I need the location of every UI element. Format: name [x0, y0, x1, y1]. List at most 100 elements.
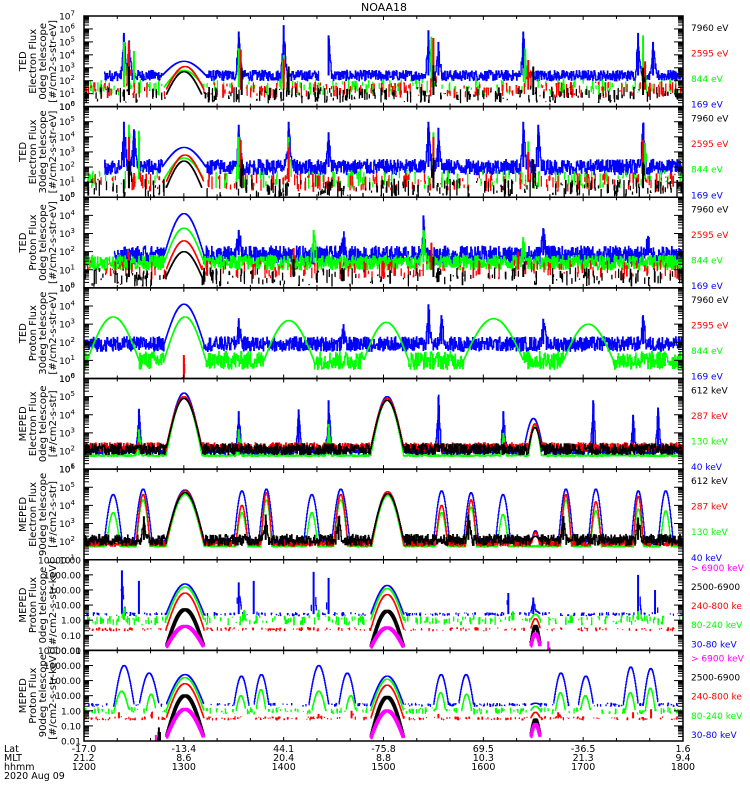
- series-line: [165, 707, 542, 740]
- y-tick-label: 0.10: [61, 722, 81, 732]
- series-line: [165, 624, 550, 651]
- y-axis-title: TEDElectron Flux0deg telescope[#/cm2-s-s…: [18, 20, 59, 103]
- y-tick-exponent: 6: [71, 372, 76, 380]
- legend-entry: 130 keV: [691, 438, 728, 448]
- y-axis-title: TEDProton Flux0deg telescope[#/cm2-s-str…: [18, 201, 59, 284]
- panel-data: [84, 392, 683, 458]
- x-tick-label: 1500: [371, 762, 395, 773]
- x-tick-label: -75.8: [371, 744, 396, 755]
- y-axis-title-line: TED: [18, 323, 29, 344]
- legend-entry: 844 eV: [691, 256, 724, 266]
- x-tick-label: 8.8: [376, 753, 391, 764]
- y-tick-exponent: 3: [71, 145, 75, 153]
- legend-entry: 7960 eV: [691, 205, 729, 215]
- series-line: [84, 493, 683, 548]
- legend-entry: 240-800 ke: [691, 693, 742, 703]
- x-tick-label: 69.5: [473, 744, 494, 755]
- legend-entry: 844 eV: [691, 347, 724, 357]
- y-axis-title-line: [#/cm2-s-str]: [48, 390, 59, 457]
- y-tick-label: 10000.00: [38, 556, 81, 566]
- y-tick-exponent: 4: [71, 499, 76, 507]
- panel-data: [84, 570, 683, 651]
- series-line: [84, 492, 683, 546]
- y-tick-exponent: 3: [71, 227, 75, 235]
- legend-entry: 2500-6900: [691, 583, 740, 593]
- y-tick-label: 10.00: [55, 692, 81, 702]
- legend-entry: > 6900 keV: [691, 564, 745, 574]
- y-axis-title-line: 0deg telescope: [38, 23, 49, 100]
- x-tick-label: 10.3: [473, 753, 494, 764]
- panel-data: [84, 212, 683, 287]
- x-tick-label: 1.6: [675, 744, 690, 755]
- y-tick-exponent: 2: [71, 74, 75, 82]
- y-tick-exponent: 5: [71, 281, 75, 289]
- y-tick-label: 104: [59, 48, 75, 61]
- y-tick-label: 105: [59, 281, 75, 294]
- y-axis-title-line: 30deg telescope: [38, 292, 49, 375]
- y-tick-label: 1000.00: [44, 571, 81, 581]
- y-axis-title-line: Proton Flux: [28, 577, 39, 633]
- y-tick-label: 103: [59, 426, 75, 439]
- y-axis-title-line: [#/cm2-s-str]: [48, 481, 59, 548]
- y-tick-label: 103: [59, 318, 75, 331]
- y-tick-exponent: 5: [71, 390, 75, 398]
- series-287-kev: [84, 395, 683, 453]
- series-169-ev: [104, 121, 683, 176]
- legend-entry: > 6900 keV: [691, 654, 745, 664]
- y-tick-label: 102: [59, 161, 75, 174]
- x-tick-label: 1700: [571, 762, 595, 773]
- y-tick-label: 102: [59, 336, 75, 349]
- series--6900-kev: [165, 624, 550, 651]
- legend-entry: 2595 eV: [691, 231, 729, 241]
- y-tick-exponent: 3: [71, 517, 75, 525]
- y-tick-exponent: 6: [71, 100, 76, 108]
- y-tick-label: 105: [59, 35, 75, 48]
- y-tick-exponent: 3: [71, 426, 75, 434]
- y-tick-label: 107: [59, 10, 75, 23]
- series-7960-ev: [87, 157, 683, 198]
- legend-entry: 169 eV: [691, 101, 724, 111]
- y-tick-exponent: 0: [71, 281, 75, 289]
- x-tick-label: -17.0: [72, 744, 97, 755]
- legend-entry: 40 keV: [691, 554, 723, 564]
- y-tick-label: 106: [59, 22, 75, 35]
- y-tick-label: 1.00: [61, 707, 81, 717]
- y-tick-label: 1.00: [61, 617, 81, 627]
- y-axis-title-line: Electron Flux: [28, 29, 39, 94]
- y-tick-exponent: 5: [71, 481, 75, 489]
- y-tick-exponent: 2: [71, 245, 75, 253]
- y-tick-label: 102: [59, 245, 75, 258]
- series-612-kev: [84, 397, 683, 456]
- y-axis-title: TEDElectron Flux30deg telescope[#/cm2-s-…: [18, 110, 59, 193]
- y-axis-title-line: [#/cm2-s-str-keV]: [48, 561, 59, 649]
- x-tick-label: 1200: [72, 762, 96, 773]
- y-tick-label: 103: [59, 227, 75, 240]
- y-axis-title-line: [#/cm2-s-str-eV]: [48, 292, 59, 375]
- series-7960-ev: [85, 65, 682, 103]
- legend-entry: 169 eV: [691, 191, 724, 201]
- y-axis-title: MEPEDProton Flux0deg telescope[#/cm2-s-s…: [18, 561, 59, 649]
- y-axis-title-line: [#/cm2-s-str-keV]: [48, 651, 59, 739]
- y-tick-label: 105: [59, 115, 75, 128]
- legend-entry: 30-80 keV: [691, 640, 737, 650]
- legend-entry: 844 eV: [691, 166, 724, 176]
- y-tick-label: 105: [59, 481, 75, 494]
- series-844-ev: [84, 316, 683, 371]
- y-axis-title-line: Proton Flux: [28, 668, 39, 724]
- y-axis-title-line: Electron Flux: [28, 119, 39, 184]
- y-tick-label: 0.10: [61, 632, 81, 642]
- x-tick-label: 1600: [471, 762, 495, 773]
- series-7960-ev: [84, 250, 683, 287]
- series-80-240-kev: [86, 586, 683, 626]
- y-tick-label: 105: [59, 390, 75, 403]
- y-axis-title-line: MEPED: [18, 587, 29, 622]
- legend-entry: 287 keV: [691, 503, 728, 513]
- series-line: [84, 303, 683, 352]
- panel-data: [85, 121, 683, 198]
- series-2500-6900: [157, 694, 542, 741]
- x-date-label: 2020 Aug 09: [4, 771, 65, 782]
- y-tick-label: 106: [59, 463, 75, 476]
- y-axis-title-line: 90deg telescope: [38, 473, 49, 556]
